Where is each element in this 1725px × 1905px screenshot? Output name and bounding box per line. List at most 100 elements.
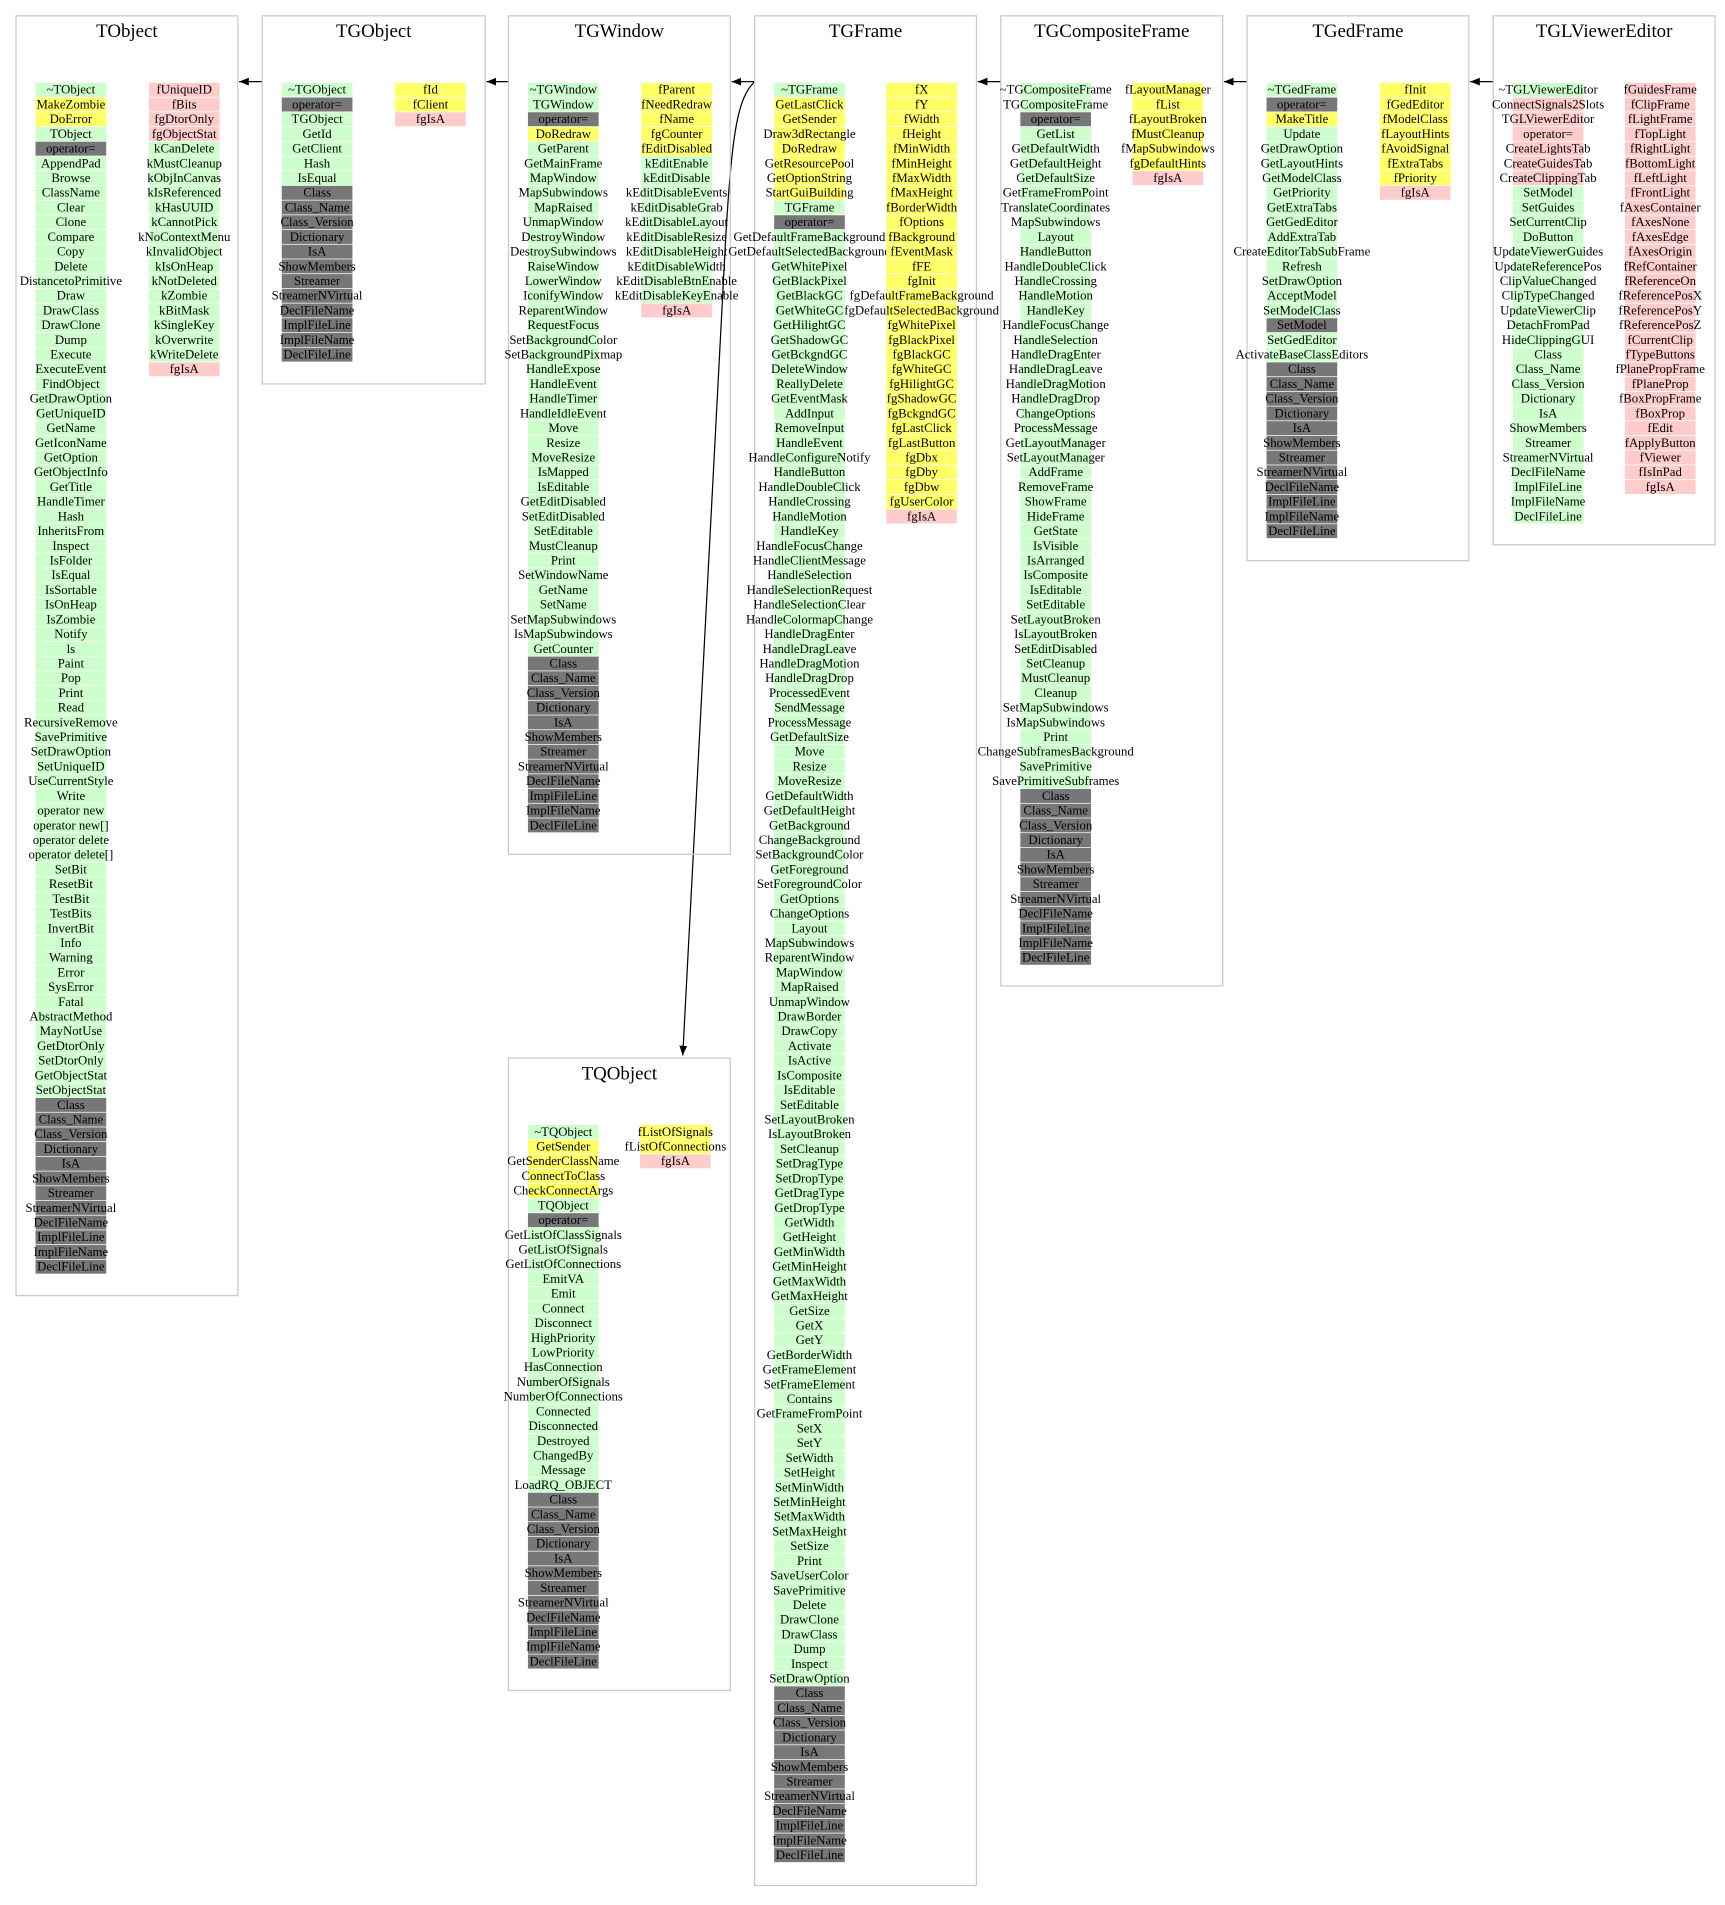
method-name: SetUniqueID — [37, 759, 104, 773]
class-node: TGLViewerEditor ~TGLViewerEditorConnectSi… — [1492, 15, 1716, 546]
member-cell — [641, 244, 712, 259]
method-name: MapSubwindows — [765, 936, 855, 950]
member-name: fgCounter — [651, 127, 704, 141]
method-name: ImplFileName — [1511, 495, 1586, 509]
method-name: operator delete — [33, 833, 110, 847]
method-name: LowPriority — [532, 1345, 595, 1359]
method-name: TGLViewerEditor — [1502, 112, 1595, 126]
method-name: HandleDoubleClick — [758, 480, 861, 494]
method-cell — [527, 715, 599, 730]
member-cell — [1132, 112, 1204, 127]
method-cell — [774, 1701, 845, 1716]
method-cell — [774, 1509, 845, 1524]
method-cell — [1512, 200, 1584, 215]
method-cell — [774, 1200, 845, 1215]
method-name: DeclFileLine — [1514, 509, 1582, 523]
member-name: fgIsA — [170, 362, 200, 376]
method-name: GetLayoutManager — [1006, 436, 1107, 450]
member-cell — [1132, 97, 1204, 112]
method-name: ResetBit — [49, 877, 93, 891]
method-cell — [1266, 332, 1338, 347]
method-name: UpdateViewerGuides — [1493, 245, 1603, 259]
member-name: fLeftLight — [1634, 171, 1688, 185]
method-name: ClipValueChanged — [1500, 274, 1597, 288]
member-cell — [1379, 97, 1451, 112]
member-name: fLightFrame — [1628, 112, 1693, 126]
class-box — [1492, 15, 1716, 546]
method-cell — [35, 303, 107, 318]
member-name: kIsOnHeap — [155, 259, 213, 273]
method-name: SaveUserColor — [770, 1569, 849, 1583]
method-name: SetWindowName — [518, 568, 609, 582]
method-name: Dictionary — [782, 1730, 837, 1744]
method-name: SetMapSubwindows — [510, 612, 616, 626]
method-cell — [774, 950, 845, 965]
method-name: DoRedraw — [782, 142, 838, 156]
member-name: kEditDisable — [643, 171, 710, 185]
method-name: Class_Version — [527, 1522, 601, 1536]
method-name: GetBorderWidth — [767, 1348, 853, 1362]
method-name: GetId — [303, 127, 333, 141]
member-cell — [148, 362, 220, 377]
method-cell — [774, 288, 845, 303]
method-cell — [35, 1097, 107, 1112]
member-cell — [886, 171, 957, 186]
method-name: Class_Name — [39, 1113, 104, 1127]
member-name: fgDefaultSelectedBackground — [844, 303, 999, 317]
member-name: fLayoutHints — [1381, 127, 1449, 141]
method-cell — [774, 1171, 845, 1186]
member-name: kSingleKey — [154, 318, 215, 332]
method-cell — [35, 259, 107, 274]
method-cell — [1266, 303, 1338, 318]
method-name: SetGedEditor — [1267, 333, 1337, 347]
method-name: Class_Name — [1023, 804, 1088, 818]
method-cell — [1020, 362, 1092, 377]
method-cell — [1512, 465, 1584, 480]
method-name: LoadRQ_OBJECT — [515, 1478, 612, 1492]
method-cell — [774, 1245, 845, 1259]
method-name: Notify — [54, 627, 88, 641]
method-name: SavePrimitiveSubframes — [992, 774, 1119, 788]
member-cell — [886, 362, 957, 377]
method-cell — [1512, 450, 1584, 465]
method-name: ~TGFrame — [781, 83, 838, 97]
method-name: GetIconName — [35, 436, 107, 450]
method-name: ~TObject — [47, 83, 96, 97]
member-cell — [886, 244, 957, 259]
method-cell — [774, 362, 845, 377]
method-name: GetListOfConnections — [505, 1257, 621, 1271]
method-name: ProcessedEvent — [769, 686, 850, 700]
method-name: DrawClass — [43, 303, 99, 317]
method-name: SetEditable — [780, 1098, 839, 1112]
member-name: fY — [915, 97, 928, 111]
method-cell — [527, 1507, 599, 1522]
method-name: GetBlackPixel — [772, 274, 847, 288]
member-name: fgIsA — [907, 509, 937, 523]
method-name: ChangeBackground — [759, 833, 861, 847]
method-name: IsSortable — [45, 583, 97, 597]
method-cell — [774, 229, 845, 244]
class-title: TGObject — [336, 21, 412, 42]
method-name: DeclFileLine — [530, 818, 598, 832]
member-name: fPlaneProp — [1632, 377, 1689, 391]
method-cell — [774, 568, 845, 583]
method-cell — [1266, 494, 1338, 509]
method-cell — [774, 1156, 845, 1171]
method-name: StreamerNVirtual — [764, 1789, 855, 1803]
member-name: fEdit — [1647, 421, 1673, 435]
method-name: operator= — [785, 215, 835, 229]
member-cell — [148, 126, 220, 141]
method-name: IsA — [1539, 406, 1558, 420]
member-name: kHasUUID — [155, 200, 213, 214]
method-cell — [527, 494, 599, 509]
method-name: GetLayoutHints — [1261, 156, 1343, 170]
method-cell — [527, 1316, 599, 1331]
method-cell — [774, 1465, 845, 1480]
member-name: fListOfSignals — [638, 1125, 713, 1139]
method-cell — [774, 921, 845, 936]
method-cell — [527, 730, 599, 745]
method-name: Class_Name — [777, 1701, 842, 1715]
method-cell — [35, 1245, 107, 1259]
method-name: ShowMembers — [1509, 421, 1586, 435]
member-cell — [641, 200, 712, 215]
